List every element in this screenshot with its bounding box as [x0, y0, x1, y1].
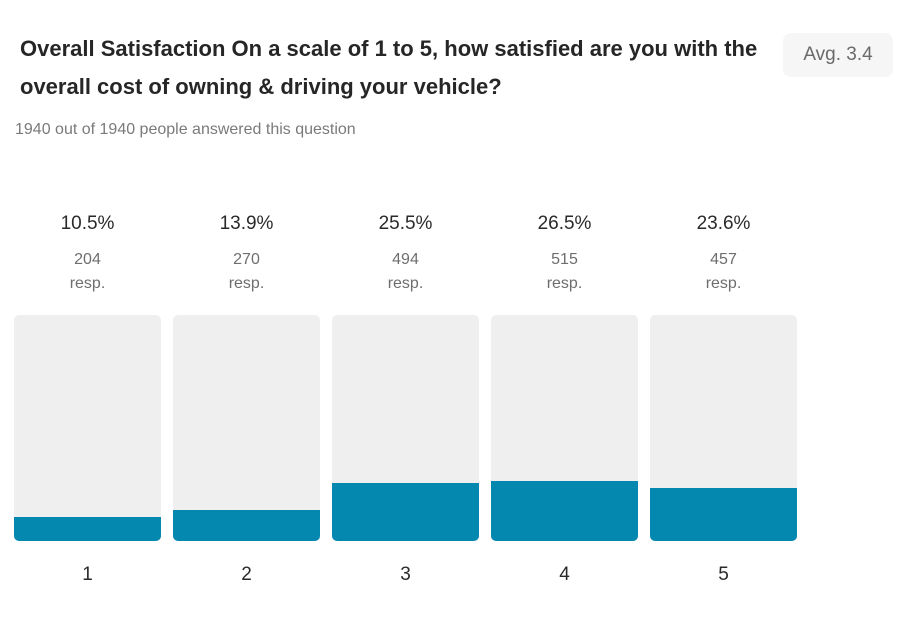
bar-unit-label: resp. — [705, 275, 742, 292]
bar-fill — [14, 517, 161, 541]
bar-category-label: 5 — [718, 564, 729, 585]
bar-percent-label: 23.6% — [696, 213, 751, 234]
bar-count-label: 204 — [74, 251, 101, 268]
bar-percent-label: 25.5% — [378, 213, 433, 234]
bar-column-4: 26.5% 515 resp. 4 — [491, 0, 638, 625]
bar-count-label: 515 — [551, 251, 578, 268]
bar-percent-label: 13.9% — [219, 213, 274, 234]
bar-unit-label: resp. — [228, 275, 265, 292]
bar-fill — [650, 488, 797, 541]
bar-category-label: 1 — [82, 564, 93, 585]
bar-unit-label: resp. — [546, 275, 583, 292]
average-badge: Avg. 3.4 — [783, 33, 893, 77]
bar-fill — [173, 510, 320, 541]
bar-percent-label: 10.5% — [60, 213, 115, 234]
bar-fill — [491, 481, 638, 541]
bar-track — [491, 315, 638, 541]
bar-category-label: 2 — [241, 564, 252, 585]
bar-column-2: 13.9% 270 resp. 2 — [173, 0, 320, 625]
bar-track — [332, 315, 479, 541]
answered-count-text: 1940 out of 1940 people answered this qu… — [15, 121, 356, 138]
bar-track — [173, 315, 320, 541]
bar-column-1: 10.5% 204 resp. 1 — [14, 0, 161, 625]
bar-column-3: 25.5% 494 resp. 3 — [332, 0, 479, 625]
bar-category-label: 4 — [559, 564, 570, 585]
bar-count-label: 494 — [392, 251, 419, 268]
bar-fill — [332, 483, 479, 541]
bar-count-label: 270 — [233, 251, 260, 268]
bar-unit-label: resp. — [69, 275, 106, 292]
question-title: Overall Satisfaction On a scale of 1 to … — [20, 36, 758, 99]
bar-unit-label: resp. — [387, 275, 424, 292]
bar-track — [650, 315, 797, 541]
bar-column-5: 23.6% 457 resp. 5 — [650, 0, 797, 625]
bar-category-label: 3 — [400, 564, 411, 585]
bar-percent-label: 26.5% — [537, 213, 592, 234]
bar-count-label: 457 — [710, 251, 737, 268]
bar-track — [14, 315, 161, 541]
